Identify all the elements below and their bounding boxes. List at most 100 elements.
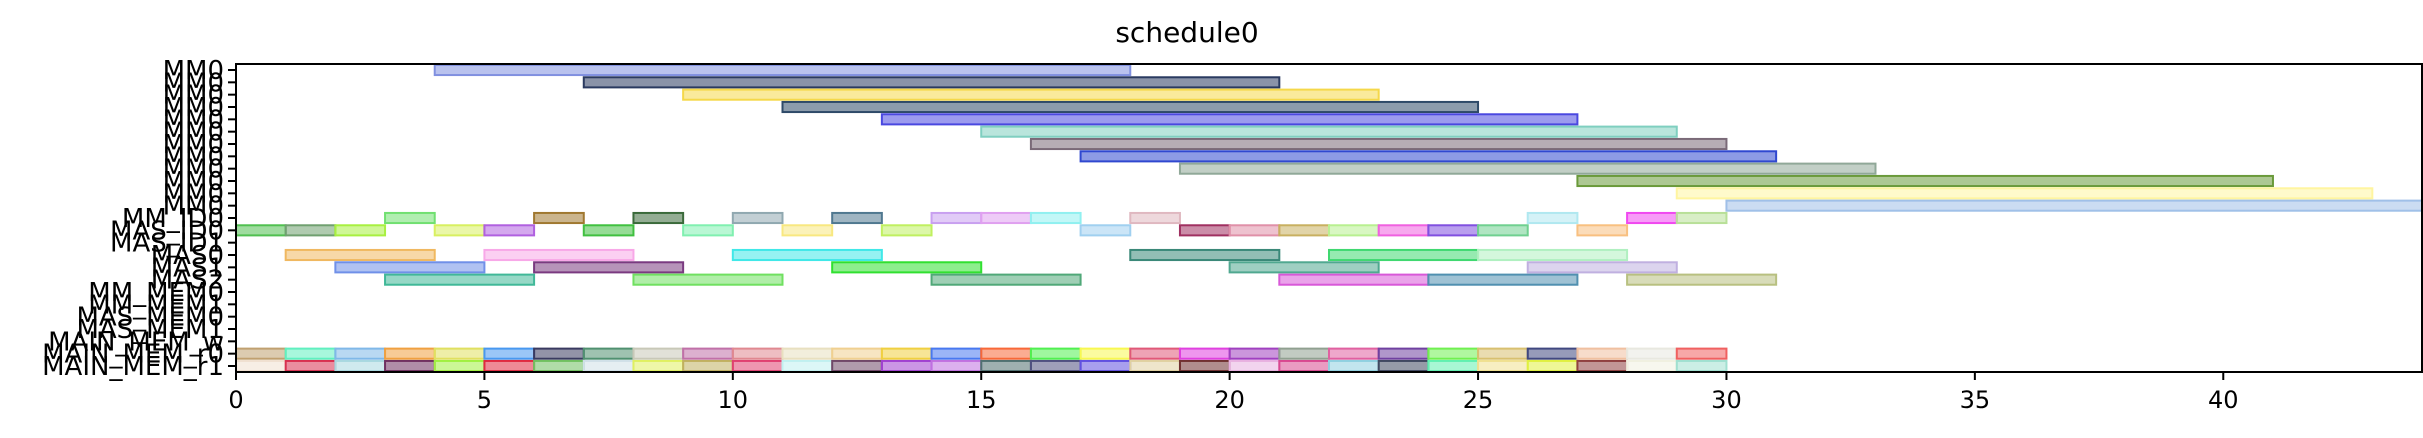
task-bar-mm-id0-20 xyxy=(1129,211,1181,225)
task-bar-mm7-7 xyxy=(1079,150,1778,163)
task-bar-main-mem-r1-106 xyxy=(1079,359,1132,373)
task-bar-main-mem-r1-95 xyxy=(533,359,585,373)
y-tick-label-main-mem-r0: MAIN_MEM_r0 xyxy=(42,340,224,370)
task-bar-main-mem-r0-76 xyxy=(1079,347,1132,360)
task-bar-mm-id0-15 xyxy=(731,211,784,225)
y-tick-label-mm7: MM0 xyxy=(163,142,224,172)
task-bar-mas-id0-36 xyxy=(1278,224,1331,237)
x-tick-label-30: 30 xyxy=(1711,386,1742,414)
y-tick-label-mm0: MM0 xyxy=(163,56,224,86)
task-bar-mm1-1 xyxy=(582,76,1281,89)
task-bar-main-mem-r1-93 xyxy=(433,359,486,373)
y-tick-label-mm11: MM0 xyxy=(163,192,224,222)
y-tick-label-main-mem-w: MAIN_MEM_w xyxy=(48,327,224,357)
task-bar-main-mem-r0-64 xyxy=(483,347,536,360)
task-bar-mm8-8 xyxy=(1178,162,1877,175)
task-bar-mas1-50 xyxy=(831,261,983,274)
task-bar-mas2-53 xyxy=(384,273,536,286)
task-bar-mm6-6 xyxy=(1029,137,1728,151)
task-bar-mas-id0-25 xyxy=(284,224,337,237)
task-bar-main-mem-r1-104 xyxy=(980,359,1032,373)
task-bar-main-mem-r0-74 xyxy=(980,347,1032,360)
task-bar-main-mem-r1-117 xyxy=(1626,359,1678,373)
y-tick-label-mas-mem0: MAS_MEM0 xyxy=(76,303,224,333)
y-tick-label-mm5: MM0 xyxy=(163,118,224,148)
y-tick-label-main-mem-r1: MAIN_MEM_r1 xyxy=(42,352,224,382)
task-bar-main-mem-r0-72 xyxy=(880,347,933,360)
task-bar-mas-id0-26 xyxy=(334,224,387,237)
task-bar-mm4-4 xyxy=(880,113,1579,126)
task-bar-main-mem-r0-69 xyxy=(731,347,784,360)
y-axis: MM0MM0MM0MM0MM0MM0MM0MM0MM0MM0MM0MM0MM_I… xyxy=(42,56,236,382)
task-bar-main-mem-r0-73 xyxy=(930,347,983,360)
x-axis: 0 5 10 15 20 25 30 35 40 xyxy=(228,372,2239,414)
y-tick-label-mm6: MM0 xyxy=(163,130,224,160)
task-bar-main-mem-r1-109 xyxy=(1228,359,1281,373)
task-bar-main-mem-r0-61 xyxy=(334,347,387,360)
task-bar-mas-id0-37 xyxy=(1328,224,1380,237)
task-bar-mas-id0-29 xyxy=(582,224,635,237)
task-bar-main-mem-r1-91 xyxy=(334,359,387,373)
task-bar-main-mem-r1-113 xyxy=(1427,359,1480,373)
task-bar-main-mem-r1-116 xyxy=(1576,359,1629,373)
task-bar-mas0-43 xyxy=(483,248,635,262)
task-bar-main-mem-r1-107 xyxy=(1129,359,1181,373)
task-bar-mas2-57 xyxy=(1427,273,1579,286)
task-bar-main-mem-r0-79 xyxy=(1228,347,1281,360)
task-bar-main-mem-r1-115 xyxy=(1526,359,1579,373)
y-tick-label-mm-id0: MM_ID0 xyxy=(122,204,224,234)
task-bar-main-mem-r1-112 xyxy=(1377,359,1430,373)
task-bars xyxy=(235,63,2423,373)
x-tick-label-10: 10 xyxy=(718,386,749,414)
y-tick-label-mm-mem0: MM_MEM0 xyxy=(88,278,224,308)
x-tick-label-40: 40 xyxy=(2208,386,2239,414)
task-bar-mm-id0-18 xyxy=(980,211,1032,225)
task-bar-mas2-56 xyxy=(1278,273,1430,286)
task-bar-mas2-55 xyxy=(930,273,1082,286)
task-bar-main-mem-r1-99 xyxy=(731,359,784,373)
task-bar-main-mem-r0-59 xyxy=(235,347,287,360)
task-bar-main-mem-r0-78 xyxy=(1178,347,1231,360)
task-bar-mm-id0-14 xyxy=(632,211,685,225)
task-bar-main-mem-r1-102 xyxy=(880,359,933,373)
task-bar-main-mem-r0-80 xyxy=(1278,347,1331,360)
y-tick-label-mm8: MM0 xyxy=(163,155,224,185)
y-tick-label-mas-id1: MAS_ID1 xyxy=(110,229,224,259)
y-tick-label-mas2: MAS2 xyxy=(151,266,224,296)
task-bar-main-mem-r1-108 xyxy=(1178,359,1231,373)
y-tick-label-mas-id0: MAS_ID0 xyxy=(110,216,224,246)
task-bar-main-mem-r0-87 xyxy=(1626,347,1678,360)
task-bar-mm-id0-21 xyxy=(1526,211,1579,225)
task-bar-main-mem-r0-71 xyxy=(831,347,883,360)
x-tick-label-15: 15 xyxy=(966,386,997,414)
task-bar-mas-id0-38 xyxy=(1377,224,1430,237)
task-bar-mas-id0-40 xyxy=(1477,224,1529,237)
task-bar-mm-id0-17 xyxy=(930,211,983,225)
chart-title: schedule0 xyxy=(1115,16,1258,49)
task-bar-main-mem-r1-101 xyxy=(831,359,883,373)
task-bar-main-mem-r0-81 xyxy=(1328,347,1380,360)
task-bar-main-mem-r1-105 xyxy=(1029,359,1082,373)
task-bar-mas-id0-30 xyxy=(682,224,734,237)
task-bar-mas-id0-27 xyxy=(433,224,486,237)
task-bar-mas2-54 xyxy=(632,273,784,286)
task-bar-main-mem-r0-75 xyxy=(1029,347,1082,360)
task-bar-main-mem-r1-92 xyxy=(384,359,436,373)
task-bar-main-mem-r0-70 xyxy=(781,347,834,360)
task-bar-mas1-48 xyxy=(334,261,486,274)
y-tick-label-mas1: MAS1 xyxy=(151,253,224,283)
task-bar-mas-id0-33 xyxy=(1079,224,1132,237)
task-bar-main-mem-r1-110 xyxy=(1278,359,1331,373)
y-tick-label-mm-mem1: MM_MEM1 xyxy=(88,290,224,320)
task-bar-mas1-52 xyxy=(1526,261,1678,274)
task-bar-mm-id0-16 xyxy=(831,211,883,225)
task-bar-mas0-42 xyxy=(284,248,436,262)
task-bar-main-mem-r0-65 xyxy=(533,347,585,360)
task-bar-mas1-51 xyxy=(1228,261,1380,274)
task-bar-main-mem-r1-114 xyxy=(1477,359,1529,373)
task-bar-mas-id0-39 xyxy=(1427,224,1480,237)
task-bar-main-mem-r1-89 xyxy=(235,359,287,373)
task-bar-mm-id0-12 xyxy=(384,211,436,225)
task-bar-main-mem-r0-82 xyxy=(1377,347,1430,360)
